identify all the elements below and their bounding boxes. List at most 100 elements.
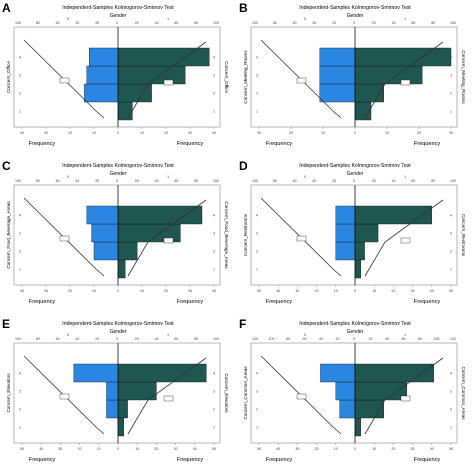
y-tick-label: 2 — [19, 92, 21, 96]
y-axis-label: Concern_Meeting_Rooms — [243, 50, 248, 104]
y-tick-label: 3 — [19, 390, 21, 394]
x-tick-label-left: 20 — [68, 289, 72, 293]
y-tick-label: 4 — [256, 214, 258, 218]
x-tick-label-right: 30 — [449, 131, 453, 135]
top-tick-label: 60 — [174, 21, 178, 25]
group-code-right: 1 — [167, 17, 169, 21]
x-tick-label-right: 30 — [188, 131, 192, 135]
x-tick-label-left: 40 — [276, 289, 280, 293]
x-tick-label-right: 30 — [411, 447, 415, 451]
bar-left — [320, 363, 356, 383]
bar-right — [354, 241, 365, 261]
y-tick-label-right: 1 — [213, 110, 215, 114]
top-tick-label: 20 — [372, 179, 376, 183]
x-tick-label-left: 20 — [315, 447, 319, 451]
top-tick-label: 100 — [252, 179, 258, 183]
panel-title: Independent-Samples Kolmogorov-Smirnov T… — [299, 163, 411, 169]
top-tick-label: 80 — [418, 337, 422, 341]
group-code-right: 1 — [404, 333, 406, 337]
group-code-left: 0 — [304, 175, 306, 179]
y-tick-label: 3 — [256, 390, 258, 394]
x-axis-label-left: Frequency — [29, 457, 56, 463]
x-tick-label-left: 10 — [97, 447, 101, 451]
curve-label-box-right — [163, 395, 174, 402]
top-tick-label: 60 — [303, 337, 307, 341]
x-axis-label-right: Frequency — [414, 457, 441, 463]
x-tick-label-left: 30 — [44, 289, 48, 293]
top-tick-label: 60 — [411, 179, 415, 183]
panel-letter: D — [239, 159, 248, 173]
x-tick-label-right: 10 — [135, 447, 139, 451]
group-label: Gender — [110, 171, 127, 177]
top-tick-label: 80 — [273, 179, 277, 183]
normal-curve-right — [127, 357, 207, 435]
normal-curve-right — [364, 357, 444, 435]
normal-curve-left — [260, 355, 342, 435]
x-axis-label-right: Frequency — [414, 299, 441, 305]
top-tick-label: 20 — [332, 179, 336, 183]
bar-left — [91, 223, 119, 243]
x-tick-label-left: 0 — [117, 131, 119, 135]
y-tick-label: 1 — [256, 110, 258, 114]
x-tick-label-right: 40 — [212, 131, 216, 135]
bar-left — [335, 205, 356, 225]
bar-right — [354, 101, 372, 121]
group-code-left: 0 — [67, 17, 69, 21]
panel-letter: A — [2, 1, 11, 15]
x-axis-label-left: Frequency — [266, 457, 293, 463]
y-tick-label: 2 — [256, 92, 258, 96]
x-tick-label-right: 10 — [140, 289, 144, 293]
curve-label-box-right — [163, 79, 174, 86]
y-axis-label: Concern_Common_Areas — [243, 366, 248, 420]
bar-left — [86, 65, 119, 85]
x-tick-label-left: 30 — [58, 447, 62, 451]
x-tick-label-right: 20 — [391, 289, 395, 293]
panel-letter: E — [2, 317, 10, 331]
curve-label-box-left — [59, 235, 70, 242]
top-tick-label: 0 — [116, 21, 118, 25]
top-tick-label: 80 — [194, 21, 198, 25]
bar-left — [93, 241, 119, 261]
y-axis-label: Concern_Office — [6, 61, 11, 93]
bar-left — [319, 65, 356, 85]
top-tick-label: 80 — [36, 179, 40, 183]
x-tick-label-right: 30 — [188, 289, 192, 293]
normal-curve-right — [127, 41, 207, 119]
x-tick-label-left: 0 — [354, 289, 356, 293]
top-tick-label: 100 — [252, 21, 258, 25]
y-tick-label-right: 2 — [213, 408, 215, 412]
y-tick-label-right: 1 — [450, 268, 452, 272]
top-tick-label: 60 — [56, 179, 60, 183]
top-tick-label: 0 — [353, 179, 355, 183]
curve-label-box-left — [296, 235, 307, 242]
top-tick-label: 40 — [392, 21, 396, 25]
x-tick-label-left: 0 — [354, 131, 356, 135]
x-axis-label-right: Frequency — [414, 141, 441, 147]
bar-right — [117, 399, 128, 419]
top-tick-label: 100 — [213, 21, 219, 25]
x-tick-label-left: 0 — [117, 289, 119, 293]
normal-curve-right — [127, 199, 207, 277]
x-tick-label-left: 30 — [257, 131, 261, 135]
plot-frame — [250, 184, 458, 286]
top-tick-label: 40 — [75, 179, 79, 183]
y-tick-label: 2 — [19, 408, 21, 412]
x-tick-label-right: 40 — [212, 289, 216, 293]
top-tick-label: 100 — [450, 21, 456, 25]
bar-left — [319, 83, 356, 103]
group-code-right: 1 — [404, 17, 406, 21]
top-tick-label: 40 — [319, 337, 323, 341]
bar-left — [335, 381, 356, 401]
x-tick-label-left: 0 — [117, 447, 119, 451]
x-tick-label-right: 40 — [193, 447, 197, 451]
x-axis-label-right: Frequency — [177, 457, 204, 463]
top-tick-label: 20 — [135, 179, 139, 183]
top-tick-label: 80 — [194, 179, 198, 183]
top-tick-label: 60 — [56, 337, 60, 341]
y-tick-label-right: 4 — [213, 214, 215, 218]
x-tick-label-right: 20 — [164, 131, 168, 135]
bar-right — [117, 363, 207, 383]
top-tick-label: 60 — [293, 179, 297, 183]
bar-right — [354, 381, 408, 401]
x-tick-label-right: 10 — [140, 131, 144, 135]
